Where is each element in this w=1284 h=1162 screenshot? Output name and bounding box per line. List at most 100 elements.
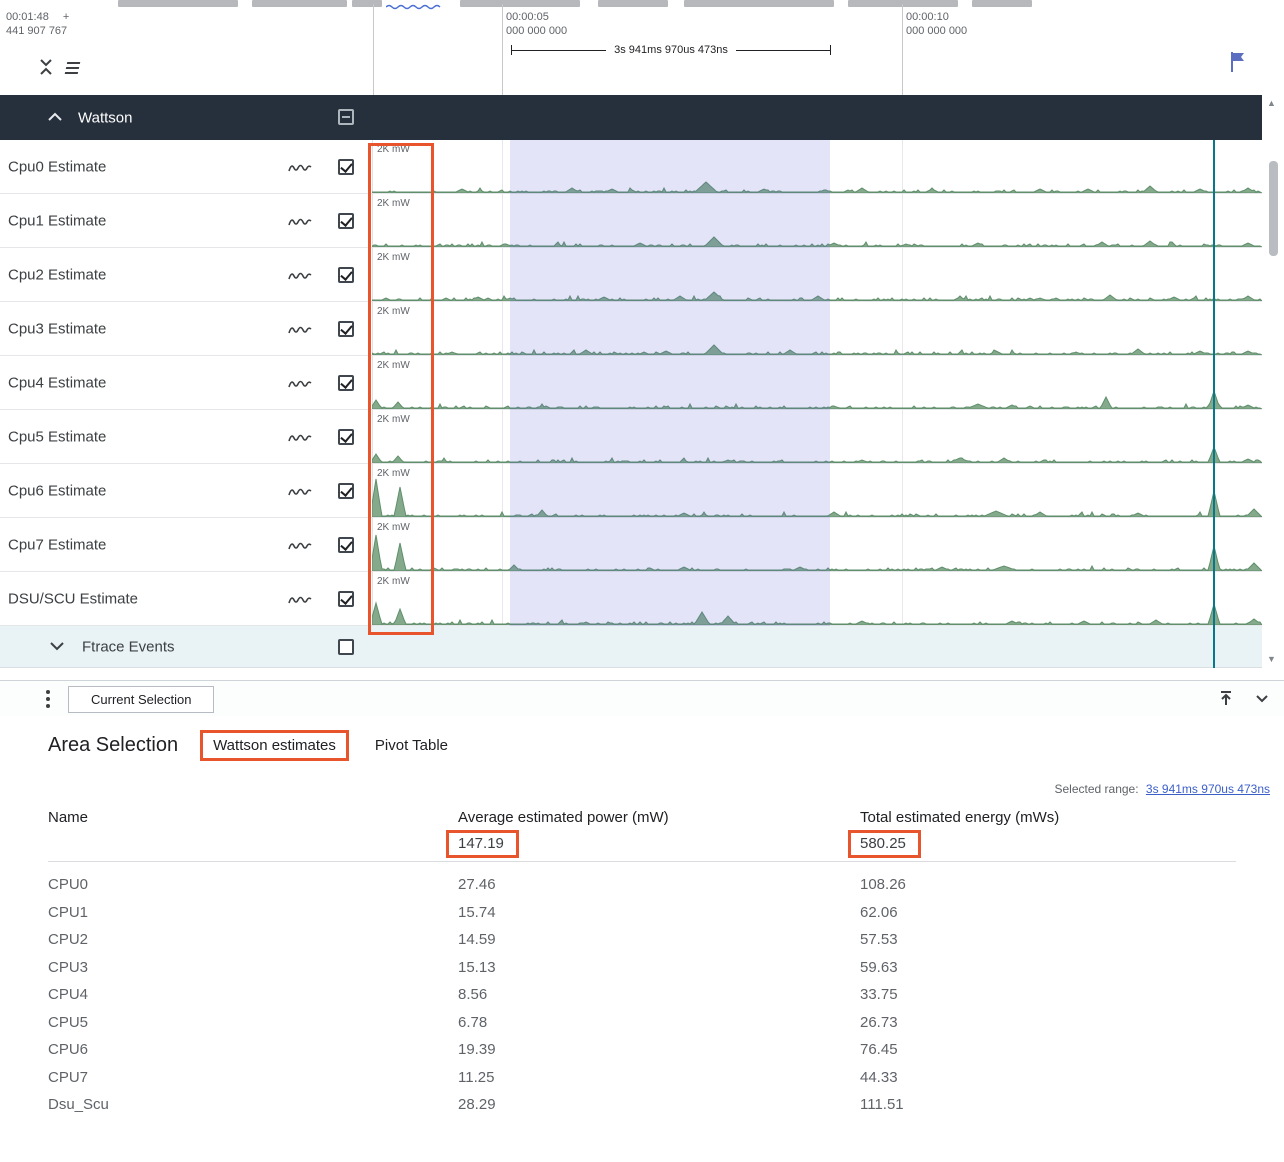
cell-power: 15.74	[458, 903, 496, 921]
group-label: Wattson	[78, 109, 133, 126]
chart-icon	[288, 596, 312, 604]
cell-energy: 76.45	[860, 1041, 898, 1059]
track-sparkline	[372, 478, 1262, 517]
track-label: Cpu7 Estimate	[8, 536, 107, 553]
cell-power: 6.78	[458, 1013, 488, 1031]
track-unit-label: 2K mW	[377, 144, 410, 155]
ruler-tick-line	[902, 4, 903, 95]
cell-energy: 57.53	[860, 931, 898, 949]
table-row[interactable]: CPU5 6.78 26.73	[48, 1009, 1236, 1037]
details-panel: Area Selection Wattson estimates Pivot T…	[0, 716, 1284, 1162]
group-checkbox[interactable]	[338, 109, 354, 125]
track-row[interactable]: Cpu4 Estimate 2K mW	[0, 356, 1262, 410]
track-checkbox[interactable]	[338, 321, 354, 337]
table-row[interactable]: Dsu_Scu 28.29 111.51	[48, 1091, 1236, 1119]
chart-icon	[288, 542, 312, 550]
track-checkbox[interactable]	[338, 429, 354, 445]
tab-current-selection[interactable]: Current Selection	[68, 686, 215, 713]
ruler-timestamp-2: 00:00:10 000 000 000	[906, 11, 968, 37]
col-avg-power: Average estimated power (mW)	[458, 808, 669, 826]
track-unit-label: 2K mW	[377, 198, 410, 209]
cell-name: CPU3	[48, 958, 89, 976]
track-row[interactable]: DSU/SCU Estimate 2K mW	[0, 572, 1262, 626]
wattson-estimates-table: Name Average estimated power (mW) Total …	[48, 804, 1236, 1119]
collapse-panel-icon[interactable]	[1252, 688, 1272, 708]
table-row[interactable]: CPU1 15.74 62.06	[48, 899, 1236, 927]
track-unit-label: 2K mW	[377, 468, 410, 479]
track-sparkline	[372, 291, 1262, 301]
cell-energy: 33.75	[860, 986, 898, 1004]
ftrace-checkbox[interactable]	[338, 639, 354, 655]
selected-range: Selected range: 3s 941ms 970us 473ns	[1054, 782, 1271, 796]
tab-pivot-table[interactable]: Pivot Table	[374, 737, 449, 754]
cell-name: Dsu_Scu	[48, 1096, 109, 1114]
track-checkbox[interactable]	[338, 267, 354, 283]
squiggle-underline-icon	[386, 4, 441, 10]
track-rows: Cpu0 Estimate 2K mW Cpu1 Estimate 2K mW	[0, 140, 1262, 626]
table-summary-row: 147.19 580.25	[48, 830, 1236, 862]
track-checkbox[interactable]	[338, 591, 354, 607]
ftrace-group-header[interactable]: Ftrace Events	[0, 626, 1262, 668]
track-sparkline	[372, 181, 1262, 193]
time-gridline	[902, 140, 903, 626]
track-row[interactable]: Cpu2 Estimate 2K mW	[0, 248, 1262, 302]
track-checkbox[interactable]	[338, 537, 354, 553]
cell-power: 11.25	[458, 1068, 495, 1086]
cell-name: CPU4	[48, 986, 89, 1004]
filter-tracks-icon[interactable]	[62, 59, 82, 77]
collapse-tracks-icon[interactable]	[36, 57, 56, 77]
cell-power: 19.39	[458, 1041, 496, 1059]
cell-energy: 111.51	[860, 1096, 904, 1114]
more-menu-icon[interactable]	[46, 690, 50, 711]
track-checkbox[interactable]	[338, 213, 354, 229]
track-row[interactable]: Cpu1 Estimate 2K mW	[0, 194, 1262, 248]
track-checkbox[interactable]	[338, 159, 354, 175]
cell-name: CPU6	[48, 1041, 89, 1059]
cell-power: 28.29	[458, 1096, 496, 1114]
clipped-text-row	[0, 0, 1284, 10]
timeline-marker-line	[1213, 140, 1215, 668]
track-unit-label: 2K mW	[377, 306, 410, 317]
details-tabbar: Current Selection	[0, 680, 1284, 716]
cell-power: 8.56	[458, 986, 488, 1004]
col-total-energy: Total estimated energy (mWs)	[860, 808, 1060, 826]
track-row[interactable]: Cpu0 Estimate 2K mW	[0, 140, 1262, 194]
cell-name: CPU1	[48, 903, 89, 921]
track-label: Cpu4 Estimate	[8, 374, 107, 391]
scroll-up-icon[interactable]: ▲	[1267, 98, 1276, 108]
track-row[interactable]: Cpu7 Estimate 2K mW	[0, 518, 1262, 572]
scroll-down-icon[interactable]: ▼	[1267, 654, 1276, 664]
track-checkbox[interactable]	[338, 483, 354, 499]
selection-duration-ruler: 3s 941ms 970us 473ns	[511, 42, 831, 58]
track-sparkline	[372, 601, 1262, 625]
scrollbar-thumb[interactable]	[1269, 161, 1278, 256]
table-row[interactable]: CPU2 14.59 57.53	[48, 926, 1236, 954]
track-row[interactable]: Cpu3 Estimate 2K mW	[0, 302, 1262, 356]
expand-panel-icon[interactable]	[1216, 688, 1236, 708]
track-row[interactable]: Cpu5 Estimate 2K mW	[0, 410, 1262, 464]
tab-wattson-estimates[interactable]: Wattson estimates	[200, 730, 349, 761]
table-row[interactable]: CPU0 27.46 108.26	[48, 871, 1236, 899]
track-row[interactable]: Cpu6 Estimate 2K mW	[0, 464, 1262, 518]
track-sparkline	[372, 389, 1262, 409]
selection-duration-label: 3s 941ms 970us 473ns	[614, 44, 728, 56]
table-row[interactable]: CPU6 19.39 76.45	[48, 1036, 1236, 1064]
wattson-group-header[interactable]: Wattson	[0, 95, 1262, 140]
panel-header: Area Selection Wattson estimates Pivot T…	[0, 716, 1284, 761]
track-unit-label: 2K mW	[377, 360, 410, 371]
table-row[interactable]: CPU3 15.13 59.63	[48, 954, 1236, 982]
ruler-timestamp-major: 00:01:48 + 441 907 767	[6, 11, 70, 37]
table-row[interactable]: CPU7 11.25 44.33	[48, 1064, 1236, 1092]
table-row[interactable]: CPU4 8.56 33.75	[48, 981, 1236, 1009]
flag-icon[interactable]	[1228, 50, 1248, 74]
track-label: Cpu6 Estimate	[8, 482, 107, 499]
vertical-scrollbar[interactable]: ▲ ▼	[1262, 95, 1284, 680]
track-unit-label: 2K mW	[377, 252, 410, 263]
chart-icon	[288, 218, 312, 226]
track-checkbox[interactable]	[338, 375, 354, 391]
col-name: Name	[48, 808, 89, 826]
total-avg-power-value: 147.19	[446, 830, 519, 858]
selected-range-link[interactable]: 3s 941ms 970us 473ns	[1145, 782, 1270, 796]
track-label: Cpu2 Estimate	[8, 266, 107, 283]
chart-icon	[288, 272, 312, 280]
